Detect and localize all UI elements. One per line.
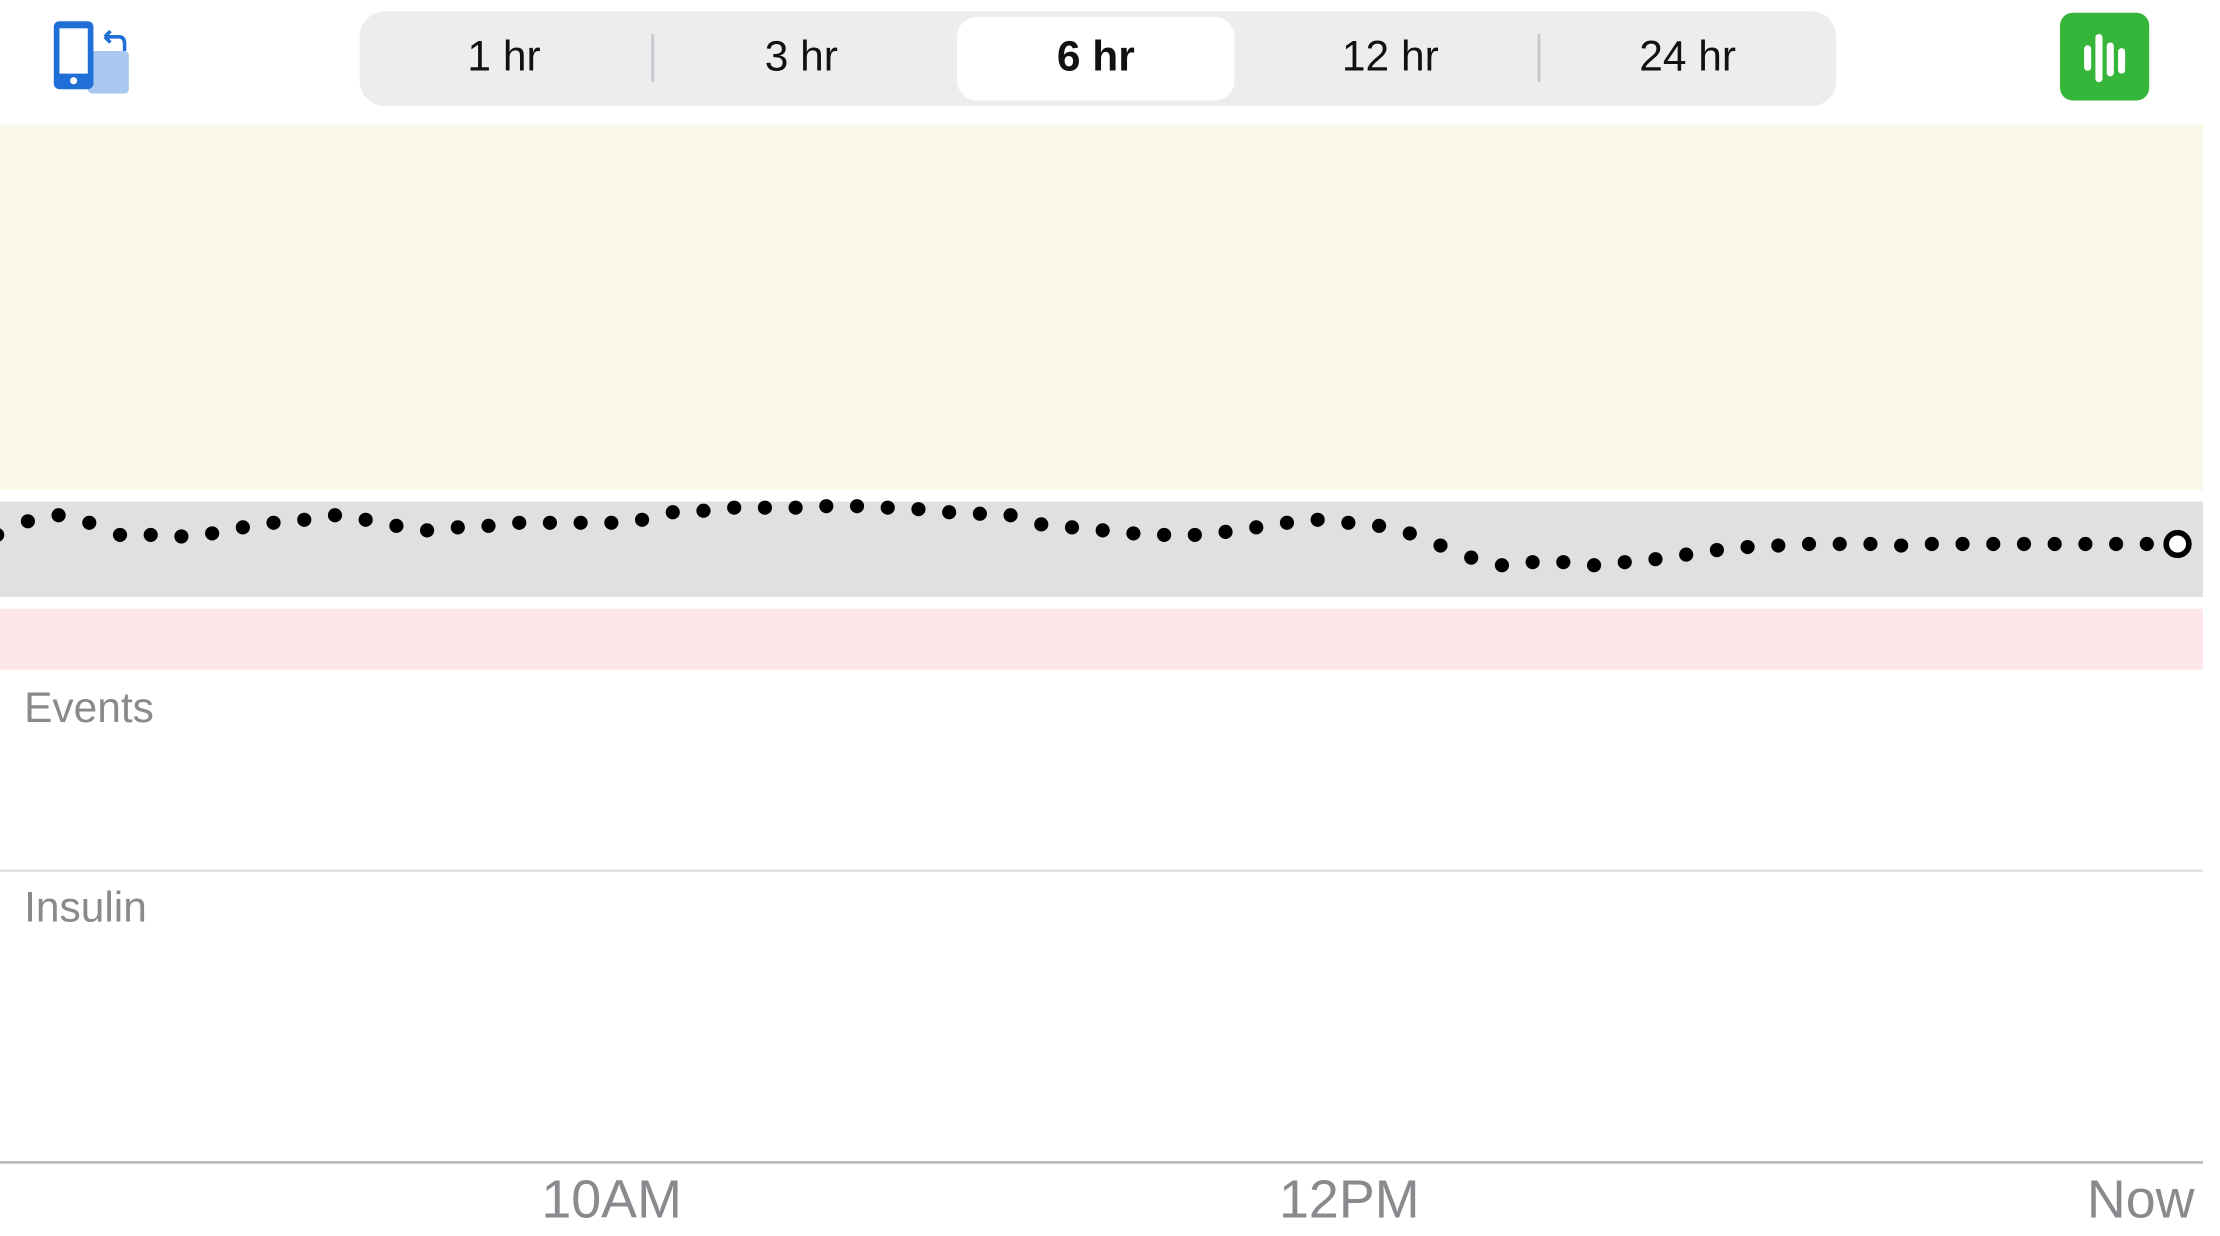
glucose-dot: [2109, 536, 2124, 552]
glucose-dot: [389, 518, 404, 533]
icon-dot: [70, 77, 78, 85]
glucose-dot: [20, 514, 35, 529]
section-label: Events: [24, 684, 154, 731]
glucose-dot: [1894, 538, 1909, 553]
icon-screen: [59, 28, 88, 74]
button-icon: [2084, 33, 2126, 83]
glucose-dot: [757, 500, 772, 515]
glucose-dot: [1402, 526, 1417, 541]
glucose-dot: [82, 515, 97, 530]
low-band: [0, 608, 2204, 670]
glucose-dot: [849, 499, 865, 514]
glucose-dot: [1064, 520, 1080, 535]
segment-label[interactable]: 24 hr: [1639, 33, 1736, 80]
glucose-dot: [1924, 536, 1939, 552]
glucose-dot: [1863, 536, 1878, 552]
glucose-dot: [512, 515, 527, 530]
glucose-dot: [2078, 536, 2093, 552]
glucose-dot: [604, 515, 619, 530]
glucose-dot: [51, 508, 66, 523]
glucose-dot: [266, 515, 281, 530]
section-label: Insulin: [24, 884, 147, 931]
glucose-dot: [112, 527, 128, 542]
glucose-dot: [972, 506, 987, 521]
glucose-dot: [665, 505, 680, 520]
glucose-dot: [1955, 536, 1970, 552]
icon-square: [87, 50, 129, 94]
glucose-dot: [1648, 552, 1663, 567]
glucose-dot: [2047, 536, 2062, 552]
glucose-dot: [1801, 536, 1817, 552]
glucose-dot: [1525, 555, 1540, 570]
segment-label[interactable]: 12 hr: [1342, 33, 1439, 80]
glucose-dot: [1003, 508, 1018, 523]
segment-label[interactable]: 1 hr: [467, 33, 540, 80]
glucose-dot: [1433, 538, 1448, 553]
current-reading: [2163, 529, 2192, 559]
glucose-dot: [788, 500, 803, 515]
glucose-dot: [2016, 536, 2032, 552]
glucose-dot: [1556, 555, 1571, 570]
glucose-dot: [880, 500, 895, 515]
time-label: 12PM: [1279, 1170, 1420, 1230]
glucose-dot: [1341, 515, 1356, 530]
glucose-dot: [1249, 520, 1264, 535]
stats-button[interactable]: [2060, 12, 2150, 101]
glucose-dot: [696, 503, 711, 518]
button-bg: [2060, 12, 2150, 101]
glucose-dot: [1771, 538, 1786, 553]
glucose-dot: [1832, 536, 1847, 552]
glucose-dot: [942, 505, 957, 520]
glucose-dot: [819, 499, 834, 514]
glucose-dot: [1679, 547, 1694, 562]
glucose-dot: [450, 520, 465, 535]
segment-label[interactable]: 6 hr: [1057, 33, 1135, 80]
glucose-dot: [1586, 558, 1602, 573]
glucose-dot: [420, 523, 435, 538]
glucose-dot: [481, 518, 496, 533]
glucose-dot: [1279, 515, 1295, 530]
glucose-dot: [542, 515, 558, 530]
glucose-dot: [2139, 536, 2154, 552]
glucose-dot: [1464, 550, 1479, 565]
glucose-dot: [1709, 542, 1724, 558]
time-label: Now: [2087, 1170, 2195, 1230]
glucose-dot: [634, 512, 650, 527]
glucose-dot: [1126, 526, 1141, 541]
glucose-dot: [327, 508, 343, 523]
time-label: 10AM: [541, 1170, 682, 1230]
glucose-dot: [1034, 517, 1049, 532]
glucose-dot: [911, 502, 926, 517]
glucose-dot: [205, 526, 220, 541]
glucose-dot: [1310, 512, 1325, 527]
segment-label[interactable]: 3 hr: [765, 33, 838, 80]
glucose-dot: [1187, 527, 1202, 542]
icon-arrow: [103, 29, 127, 51]
glucose-dot: [235, 520, 250, 535]
glucose-dot: [1494, 558, 1510, 573]
high-band: [0, 124, 2204, 490]
glucose-dot: [727, 500, 742, 515]
glucose-dot: [1218, 524, 1233, 539]
glucose-dot: [174, 529, 189, 544]
glucose-dot: [297, 512, 312, 527]
glucose-dot: [1986, 536, 2001, 552]
glucose-dot: [358, 512, 373, 527]
glucose-dot: [1157, 527, 1172, 542]
glucose-dot: [143, 527, 158, 542]
glucose-dot: [1372, 518, 1387, 533]
glucose-dot: [0, 528, 5, 542]
glucose-dot: [1740, 539, 1755, 555]
glucose-dot: [1617, 555, 1632, 570]
glucose-dot: [1095, 523, 1110, 538]
selected-segment[interactable]: [957, 16, 1235, 101]
rotate-button[interactable]: [53, 21, 129, 94]
glucose-dot: [573, 515, 588, 530]
